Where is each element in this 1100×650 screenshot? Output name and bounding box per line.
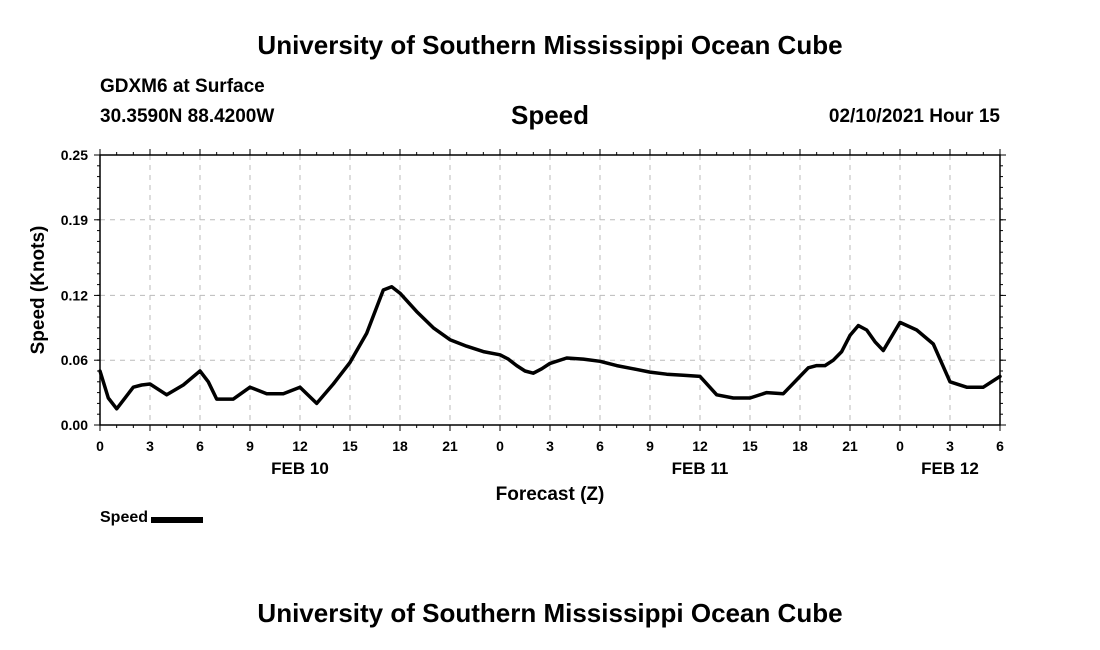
x-tick-label: 6 xyxy=(196,438,204,454)
x-tick-label: 15 xyxy=(342,438,358,454)
grid-lines xyxy=(100,155,1000,425)
series-line-speed xyxy=(98,285,1002,411)
tick-labels: 0.00 0.06 0.12 0.19 0.25 0 3 6 9 12 15 18 21 0 3 6 9 12 15… xyxy=(61,147,1004,478)
datetime-label: 02/10/2021 Hour 15 xyxy=(828,106,1000,127)
x-tick-label: 21 xyxy=(442,438,458,454)
x-axis-label: Forecast (Z) xyxy=(496,484,605,505)
x-tick-label: 15 xyxy=(742,438,758,454)
x-tick-label: 3 xyxy=(946,438,954,454)
y-tick-label: 0.19 xyxy=(61,212,88,228)
y-axis-label: Speed (Knots) xyxy=(28,226,49,355)
x-tick-label: 3 xyxy=(546,438,554,454)
x-tick-label: 3 xyxy=(146,438,154,454)
tick-marks xyxy=(94,149,1006,431)
date-label: FEB 10 xyxy=(271,459,329,478)
station-label: GDXM6 at Surface xyxy=(100,76,265,97)
x-tick-label: 12 xyxy=(292,438,308,454)
date-label: FEB 11 xyxy=(672,459,729,478)
main-title: University of Southern Mississippi Ocean… xyxy=(257,30,843,60)
y-tick-label: 0.06 xyxy=(61,352,88,368)
series-layer xyxy=(98,285,1002,411)
x-tick-label: 12 xyxy=(692,438,708,454)
x-tick-label: 0 xyxy=(496,438,504,454)
coordinates-label: 30.3590N 88.4200W xyxy=(100,106,275,127)
x-tick-label: 0 xyxy=(896,438,904,454)
x-tick-label: 0 xyxy=(96,438,104,454)
x-tick-label: 6 xyxy=(596,438,604,454)
y-tick-label: 0.12 xyxy=(61,287,88,303)
footer-title: University of Southern Mississippi Ocean… xyxy=(257,598,843,628)
y-tick-label: 0.25 xyxy=(61,147,88,163)
x-tick-label: 18 xyxy=(392,438,408,454)
x-tick-label: 9 xyxy=(646,438,654,454)
x-tick-label: 9 xyxy=(246,438,254,454)
date-label: FEB 12 xyxy=(921,459,979,478)
legend-swatch xyxy=(151,516,204,523)
legend: Speed xyxy=(100,509,204,527)
x-tick-label: 21 xyxy=(842,438,858,454)
y-tick-label: 0.00 xyxy=(61,417,88,433)
chart-title: Speed xyxy=(510,100,590,130)
x-tick-label: 18 xyxy=(792,438,808,454)
legend-label: Speed xyxy=(100,509,149,526)
x-tick-label: 6 xyxy=(996,438,1004,454)
